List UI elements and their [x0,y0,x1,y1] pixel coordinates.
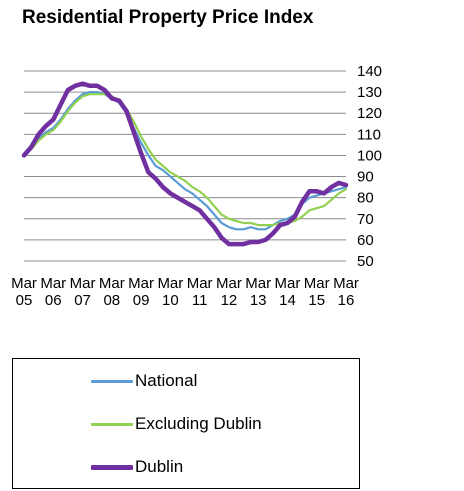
x-tick-label-year: 10 [162,292,179,309]
y-tick-label: 120 [357,105,382,122]
x-tick-label-month: Mar [11,275,37,292]
legend-swatch-excluding-dublin [91,422,133,426]
y-tick-label: 80 [357,190,374,207]
y-tick-label: 100 [357,147,382,164]
legend-label-dublin: Dublin [135,457,184,476]
chart-title: Residential Property Price Index [22,7,314,28]
legend: National Excluding Dublin Dublin [12,358,360,489]
y-tick-label: 110 [357,126,381,143]
legend-item-national: National [91,371,197,391]
x-tick-label-month: Mar [70,275,96,292]
x-tick-label-month: Mar [40,275,66,292]
x-tick-label-year: 16 [338,292,355,309]
x-tick-label-year: 12 [221,292,238,309]
x-tick-label-year: 13 [250,292,267,309]
legend-label-excluding-dublin: Excluding Dublin [135,414,262,433]
legend-swatch-national [91,379,133,383]
y-axis: 50 60 70 80 90 100 110 120 130 140 [357,63,382,270]
x-tick-label-month: Mar [333,275,359,292]
x-tick-label-month: Mar [216,275,242,292]
legend-item-dublin: Dublin [91,457,183,477]
x-tick-label-month: Mar [128,275,154,292]
x-tick-label-year: 14 [279,292,296,309]
x-tick-label-year: 05 [16,292,33,309]
y-tick-label: 50 [357,253,374,270]
series-lines [21,81,349,247]
y-tick-label: 90 [357,169,374,186]
x-tick-label-year: 07 [74,292,91,309]
y-tick-label: 70 [357,211,374,228]
y-tick-label: 140 [357,63,382,80]
y-tick-label: 60 [357,232,374,249]
x-tick-label-month: Mar [275,275,301,292]
x-tick-label-year: 15 [308,292,325,309]
x-tick-label-month: Mar [245,275,271,292]
x-tick-label-year: 09 [133,292,150,309]
legend-swatch-dublin [91,464,133,470]
x-tick-label-month: Mar [157,275,183,292]
series-line-dublin [21,81,349,247]
gridlines [24,70,346,262]
x-axis: Mar05Mar06Mar07Mar08Mar09Mar10Mar11Mar12… [11,275,359,309]
legend-label-national: National [135,371,198,390]
legend-item-excluding-dublin: Excluding Dublin [91,414,262,434]
y-tick-label: 130 [357,84,382,101]
x-tick-label-month: Mar [187,275,213,292]
x-tick-label-month: Mar [304,275,330,292]
x-tick-label-month: Mar [99,275,125,292]
x-tick-label-year: 11 [192,292,208,309]
x-tick-label-year: 06 [45,292,62,309]
x-tick-label-year: 08 [103,292,120,309]
series-line-excluding-dublin [22,93,348,227]
